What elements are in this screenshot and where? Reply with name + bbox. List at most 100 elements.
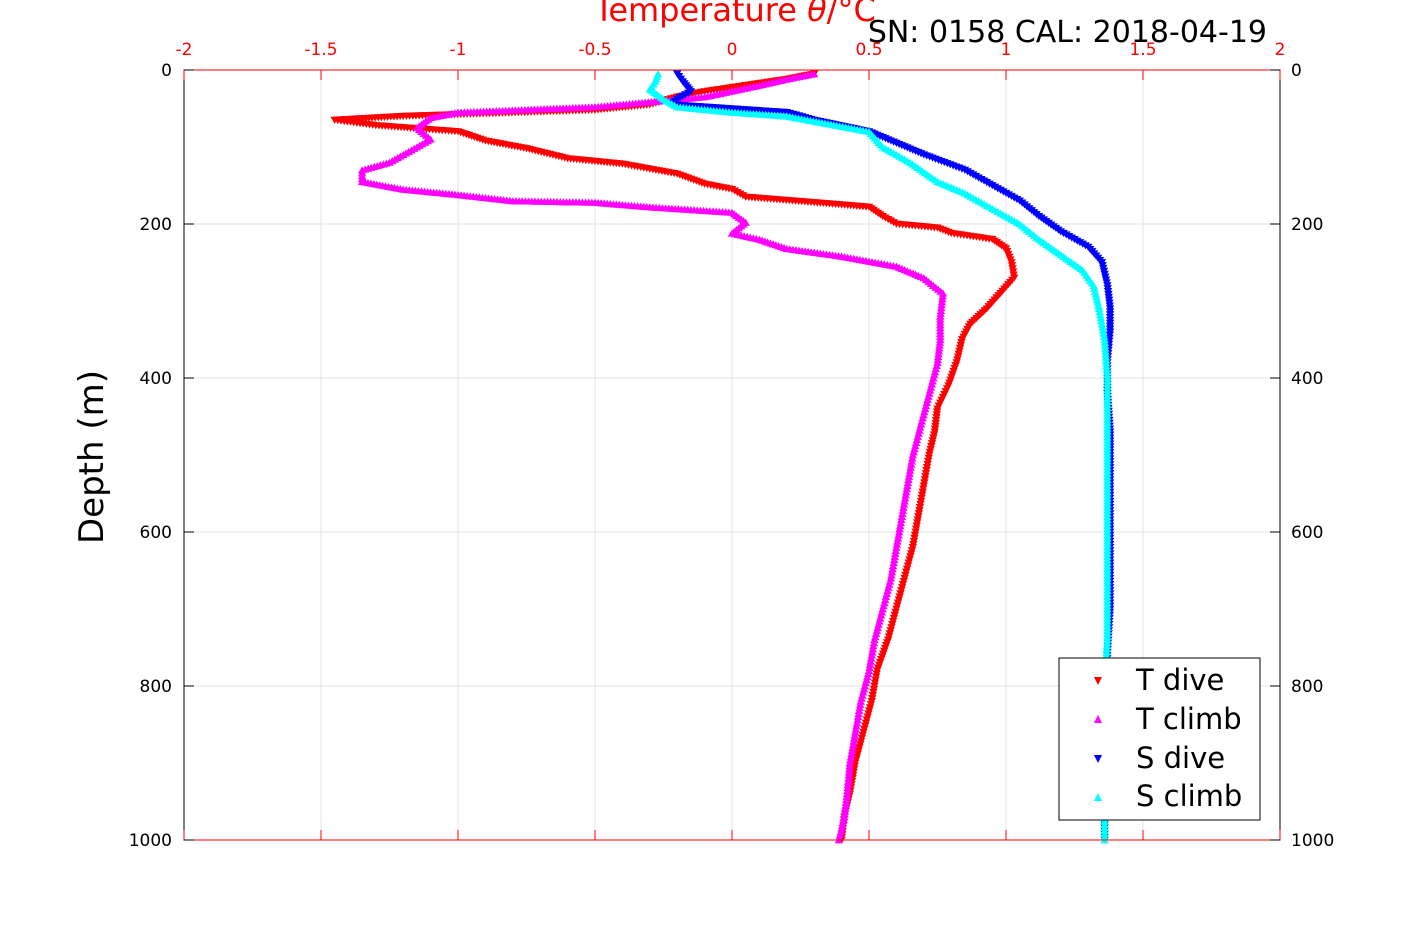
legend-label-t-climb: T climb — [1135, 702, 1242, 736]
data-point-t-climb — [856, 700, 865, 708]
x-tick-label: -1 — [450, 40, 467, 60]
data-point-t-climb — [868, 648, 877, 656]
data-point-t-climb — [902, 488, 911, 496]
data-point-t-climb — [895, 525, 904, 533]
series-t-climb — [357, 70, 948, 844]
data-point-t-climb — [849, 737, 858, 745]
data-point-t-climb — [853, 713, 863, 721]
data-point-t-climb — [891, 546, 901, 554]
legend-label-s-dive: S dive — [1136, 741, 1225, 775]
data-point-s-climb — [1096, 311, 1105, 319]
data-point-t-climb — [851, 728, 860, 736]
data-point-s-climb — [1098, 326, 1108, 334]
data-point-t-climb — [870, 636, 879, 644]
data-point-t-climb — [869, 639, 879, 647]
data-point-t-climb — [850, 734, 859, 742]
data-point-t-climb — [902, 485, 912, 493]
data-point-t-climb — [855, 703, 864, 711]
x-tick-label: 1.5 — [1129, 40, 1156, 60]
legend-label-t-dive: T dive — [1135, 663, 1224, 697]
data-point-s-climb — [1096, 314, 1106, 322]
x-tick-label: -0.5 — [578, 40, 611, 60]
data-point-t-climb — [848, 743, 857, 751]
data-point-t-climb — [846, 753, 856, 761]
data-point-t-climb — [899, 503, 908, 511]
x-tick-label: -2 — [176, 40, 193, 60]
y-tick-label-left: 200 — [140, 215, 172, 235]
legend-marker-t-dive — [1094, 677, 1102, 685]
y-tick-label-right: 800 — [1291, 677, 1323, 697]
legend-marker-t-climb — [1094, 715, 1102, 723]
y-tick-label-right: 200 — [1291, 215, 1323, 235]
y-tick-label-left: 600 — [140, 523, 172, 543]
data-point-t-climb — [900, 497, 909, 505]
data-point-t-climb — [865, 660, 875, 668]
legend-marker-s-climb — [1094, 793, 1102, 801]
data-point-t-climb — [890, 555, 899, 564]
data-point-t-climb — [887, 571, 896, 579]
data-point-s-climb — [1095, 308, 1104, 316]
legend-marker-s-dive — [1094, 755, 1102, 763]
data-point-s-climb — [1097, 317, 1106, 325]
data-point-t-climb — [893, 534, 903, 542]
data-point-t-climb — [906, 460, 916, 468]
data-point-t-climb — [850, 731, 859, 739]
data-point-t-climb — [906, 463, 915, 471]
data-point-t-climb — [896, 522, 905, 530]
y-tick-label-right: 400 — [1291, 369, 1323, 389]
data-point-t-climb — [905, 469, 914, 477]
y-tick-label-left: 1000 — [129, 831, 172, 851]
data-point-t-climb — [852, 719, 862, 727]
x-tick-label: 0 — [727, 40, 738, 60]
data-point-t-climb — [898, 509, 907, 517]
data-point-t-climb — [854, 706, 864, 714]
data-point-t-climb — [847, 749, 856, 758]
data-point-t-climb — [853, 716, 862, 724]
data-point-t-climb — [898, 506, 908, 514]
x-axis-title-suffix: /°C — [827, 0, 876, 29]
y-tick-label-right: 0 — [1291, 61, 1302, 81]
x-axis-title-prefix: Temperature — [593, 0, 807, 29]
y-tick-label-right: 1000 — [1291, 831, 1334, 851]
data-point-t-climb — [888, 565, 897, 573]
data-point-t-climb — [847, 746, 857, 755]
data-point-t-climb — [856, 697, 865, 705]
series-layer — [330, 70, 1115, 844]
data-point-t-climb — [892, 543, 901, 551]
data-point-t-climb — [896, 518, 905, 527]
data-point-t-climb — [846, 756, 855, 764]
data-point-t-climb — [894, 531, 903, 539]
y-tick-label-left: 0 — [161, 61, 172, 81]
legend-label-s-climb: S climb — [1136, 779, 1242, 813]
data-point-t-climb — [852, 722, 861, 730]
data-point-t-climb — [905, 466, 915, 474]
data-point-t-climb — [867, 651, 876, 659]
data-point-t-climb — [854, 709, 863, 718]
data-point-t-climb — [866, 654, 876, 662]
data-point-s-climb — [1099, 332, 1109, 340]
y-tick-label-left: 400 — [140, 369, 172, 389]
x-tick-label: -1.5 — [304, 40, 337, 60]
data-point-s-climb — [1097, 320, 1107, 328]
data-point-t-climb — [890, 552, 899, 560]
y-tick-label-right: 600 — [1291, 523, 1323, 543]
x-axis-title-symbol: θ — [807, 0, 827, 29]
x-axis-title: Temperature θ/°C — [593, 0, 876, 29]
data-point-t-climb — [868, 645, 878, 653]
data-point-t-climb — [907, 457, 916, 465]
data-point-t-climb — [899, 500, 909, 508]
data-point-t-climb — [897, 512, 907, 520]
data-point-t-climb — [901, 491, 910, 499]
data-point-t-climb — [865, 663, 874, 671]
data-point-t-climb — [848, 740, 858, 748]
data-point-s-climb — [1098, 323, 1107, 331]
data-point-t-climb — [851, 725, 861, 733]
x-tick-label: 0.5 — [855, 40, 882, 60]
data-point-t-climb — [904, 472, 914, 480]
data-point-t-climb — [908, 451, 918, 459]
chart-title: SN: 0158 CAL: 2018-04-19 — [868, 15, 1267, 50]
data-point-s-climb — [1099, 329, 1108, 337]
